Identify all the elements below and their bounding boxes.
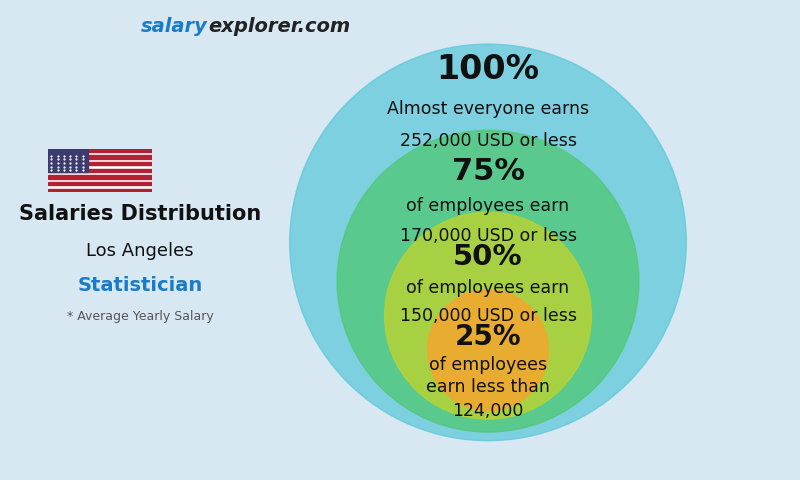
Text: Almost everyone earns: Almost everyone earns xyxy=(387,100,589,118)
Circle shape xyxy=(385,212,591,419)
Text: 124,000: 124,000 xyxy=(452,402,524,420)
Bar xyxy=(48,149,88,172)
Text: 170,000 USD or less: 170,000 USD or less xyxy=(399,227,577,245)
Text: salary: salary xyxy=(141,17,208,36)
Bar xyxy=(48,162,152,166)
Text: 150,000 USD or less: 150,000 USD or less xyxy=(399,307,577,324)
Text: 252,000 USD or less: 252,000 USD or less xyxy=(399,132,577,150)
Text: explorer.com: explorer.com xyxy=(208,17,350,36)
Bar xyxy=(48,175,152,179)
Text: * Average Yearly Salary: * Average Yearly Salary xyxy=(66,310,214,323)
Circle shape xyxy=(290,44,686,441)
Bar xyxy=(48,149,152,152)
Text: Salaries Distribution: Salaries Distribution xyxy=(19,204,261,224)
Bar xyxy=(48,189,152,192)
Bar xyxy=(48,156,152,159)
Bar xyxy=(48,182,152,185)
Text: 50%: 50% xyxy=(453,243,523,272)
Bar xyxy=(48,169,152,172)
Circle shape xyxy=(337,130,639,432)
Text: Statistician: Statistician xyxy=(78,276,202,295)
Text: 100%: 100% xyxy=(437,53,539,86)
Text: 75%: 75% xyxy=(451,157,525,186)
Text: of employees earn: of employees earn xyxy=(406,279,570,297)
Text: Los Angeles: Los Angeles xyxy=(86,242,194,260)
Text: of employees: of employees xyxy=(429,356,547,374)
Text: 25%: 25% xyxy=(454,323,522,351)
Text: earn less than: earn less than xyxy=(426,378,550,396)
Circle shape xyxy=(428,290,548,410)
Text: of employees earn: of employees earn xyxy=(406,197,570,215)
